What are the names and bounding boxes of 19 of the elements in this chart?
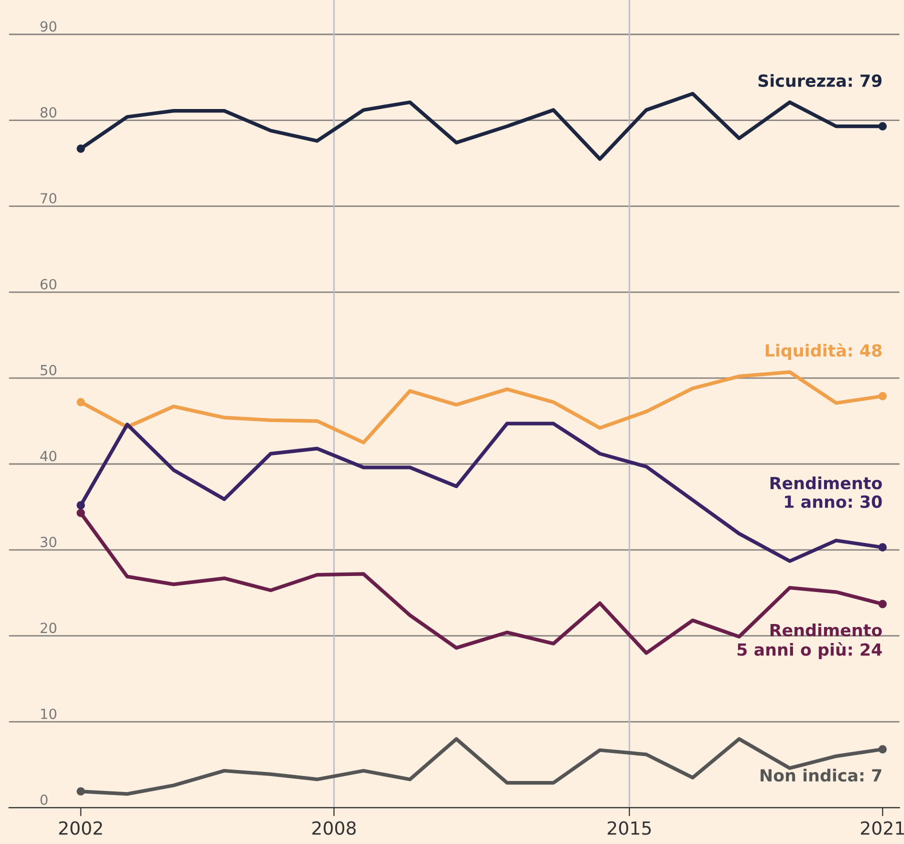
y-tick-label: 20 [40, 622, 56, 634]
y-tick-label: 50 [40, 364, 56, 376]
y-tick-label: 10 [41, 708, 56, 720]
x-tick-label: 2002 [59, 821, 102, 835]
series-label: Liquidità: 48 [766, 343, 882, 360]
y-tick-label: 90 [40, 21, 56, 32]
y-tick-label: 40 [40, 450, 56, 462]
series-label: Rendimento 5 anni o più: 24 [738, 624, 882, 660]
y-tick-label: 70 [40, 193, 56, 204]
y-tick-label: 80 [40, 107, 56, 118]
series-label: Sicurezza: 79 [758, 74, 882, 87]
y-tick-label: 30 [40, 536, 56, 548]
x-tick-label: 2015 [608, 821, 651, 835]
text: Rendimento 1 anno: 30 [770, 476, 882, 508]
series-label: Non indica: 7 [760, 768, 882, 782]
y-tick-label: 60 [40, 278, 56, 290]
x-tick-label: 2008 [312, 821, 356, 835]
x-tick-label: 2021 [860, 821, 904, 835]
y-tick-label: 0 [40, 794, 48, 806]
